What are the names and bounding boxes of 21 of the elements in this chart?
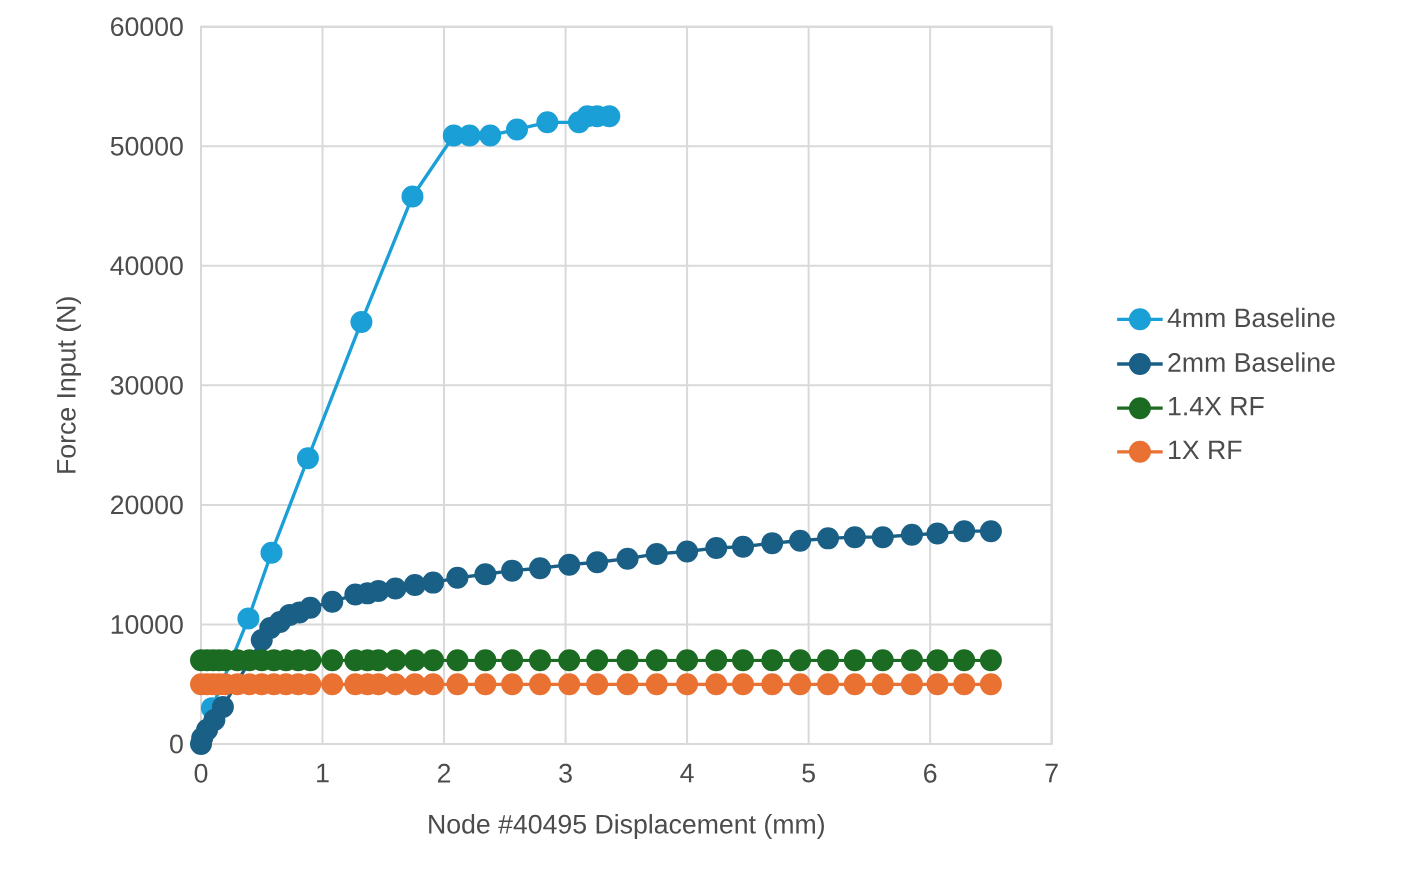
- y-tick-label: 60000: [111, 17, 183, 37]
- x-tick-label: 4: [680, 763, 694, 783]
- x-tick-label: 0: [194, 763, 208, 783]
- x-tick-label: 7: [1045, 763, 1058, 783]
- y-tick-label: 10000: [111, 615, 183, 634]
- x-tick-label: 2: [437, 763, 451, 783]
- y-tick-label: 0: [170, 734, 183, 754]
- y-axis-title: Force Input (N): [56, 297, 81, 473]
- y-tick-label: 30000: [110, 375, 183, 395]
- y-tick-label: 20000: [111, 495, 183, 515]
- y-tick-label: 50000: [110, 136, 183, 156]
- x-tick-label: 6: [924, 763, 937, 783]
- legend-label: 1X RF: [1169, 440, 1242, 460]
- y-tick-label: 40000: [110, 256, 183, 276]
- legend-label: 4mm Baseline: [1167, 307, 1335, 328]
- legend-label: 2mm Baseline: [1168, 352, 1335, 372]
- legend-label: 1.4X RF: [1169, 396, 1264, 416]
- x-axis-title: Node #40495 Displacement (mm): [429, 814, 824, 839]
- x-tick-label: 3: [559, 763, 572, 783]
- x-tick-label: 5: [802, 763, 815, 783]
- x-tick-label: 1: [317, 763, 329, 783]
